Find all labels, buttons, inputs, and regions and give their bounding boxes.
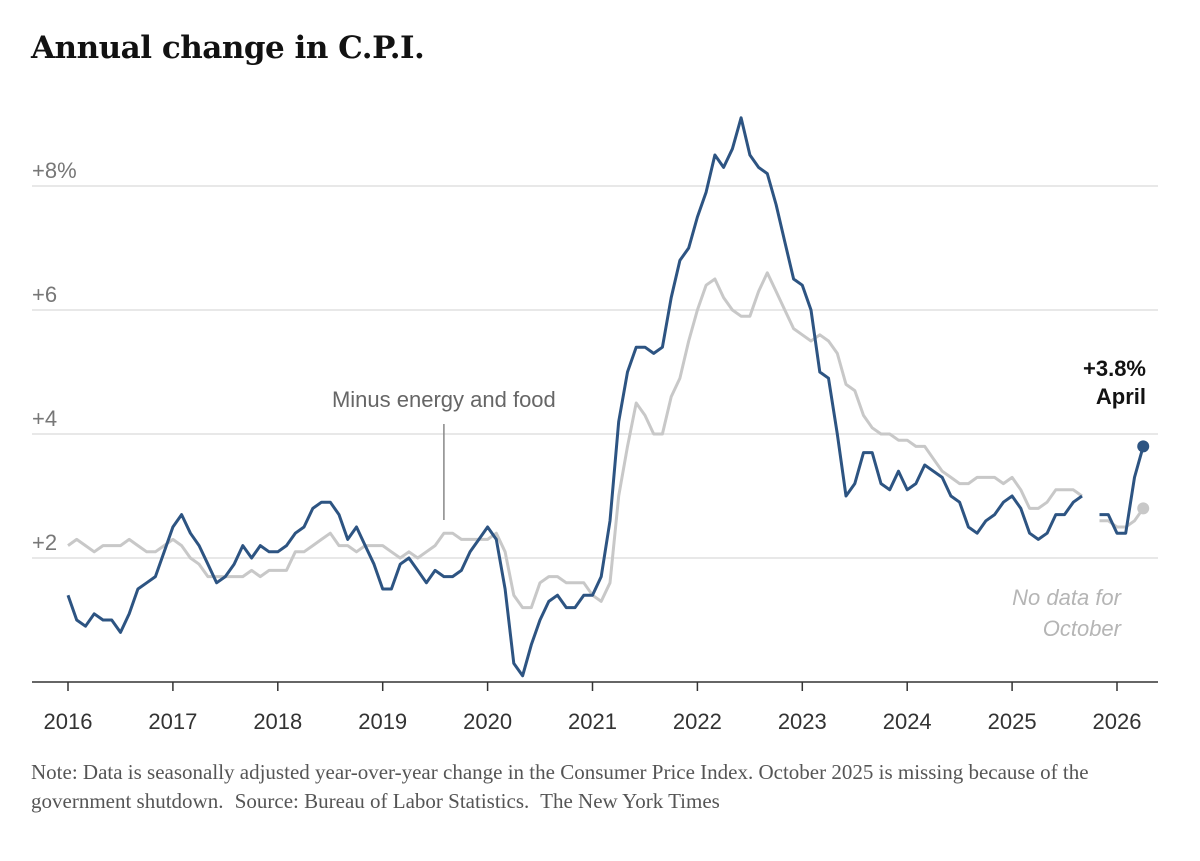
x-tick-label: 2024 [883,709,932,734]
y-tick-label: +4 [32,406,57,431]
y-tick-label: +6 [32,282,57,307]
core-end-point [1137,502,1150,515]
series-all-items [66,116,1150,678]
credit-text: The New York Times [540,789,720,813]
x-tick-label: 2025 [988,709,1037,734]
y-tick-label: +2 [32,530,57,555]
core-line-segment [1099,507,1145,529]
x-tick-label: 2019 [358,709,407,734]
chart-title: Annual change in C.P.I. [31,30,425,66]
core-series-label: Minus energy and food [332,387,556,412]
end-value-label: +3.8% [1083,356,1146,381]
all-items-line-segment [1099,445,1145,535]
x-tick-label: 2022 [673,709,722,734]
missing-data-note: No data for [1012,585,1123,610]
core-line-segment [67,271,1083,610]
gridlines [32,185,1158,559]
y-axis-labels: +2 +4 +6 +8% [32,158,77,555]
note-text: Note: Data is seasonally adjusted year-o… [31,760,1089,813]
missing-data-note: October [1043,616,1123,641]
x-tick-label: 2021 [568,709,617,734]
x-tick-label: 2026 [1093,709,1142,734]
x-axis: 2016 2017 2018 2019 2020 2021 2022 2023 2024 2025… [32,681,1158,734]
footnote: Note: Data is seasonally adjusted year-o… [31,758,1171,816]
x-tick-label: 2018 [253,709,302,734]
annotations: Minus energy and food +3.8% April No data f… [332,356,1146,641]
x-tick-label: 2017 [148,709,197,734]
x-tick-label: 2020 [463,709,512,734]
y-tick-label: +8% [32,158,77,183]
all-items-end-point [1137,440,1150,453]
x-tick-label: 2016 [44,709,93,734]
source-text: Source: Bureau of Labor Statistics. [234,789,530,813]
series-core [67,271,1150,610]
x-tick-label: 2023 [778,709,827,734]
end-month-label: April [1096,384,1146,409]
all-items-line-segment [66,116,1083,678]
